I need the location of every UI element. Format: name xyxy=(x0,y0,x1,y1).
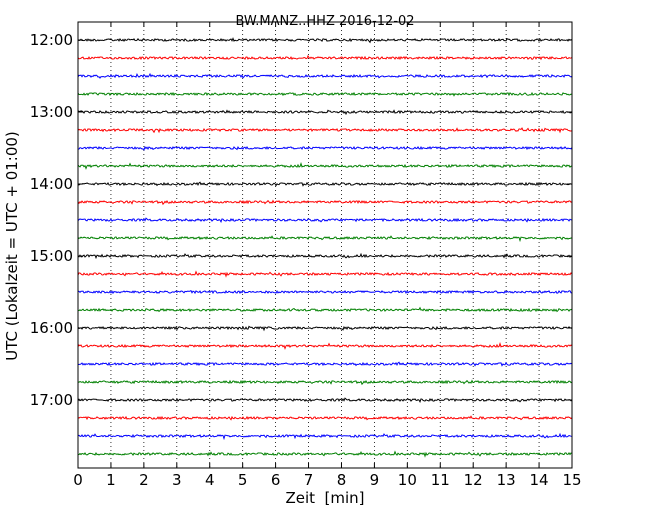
axis-ticks xyxy=(77,22,573,468)
x-tick-label: 5 xyxy=(238,471,248,489)
y-tick-label: 15:00 xyxy=(30,247,73,265)
x-tick-label: 7 xyxy=(304,471,314,489)
x-axis-title: Zeit [min] xyxy=(285,489,364,507)
trace-1200 xyxy=(77,37,573,44)
trace-1330 xyxy=(77,145,573,151)
trace-1700 xyxy=(77,397,573,403)
trace-1630 xyxy=(77,361,573,367)
trace-1615 xyxy=(77,342,573,350)
trace-1345 xyxy=(77,162,573,170)
x-tick-label: 15 xyxy=(562,471,581,489)
trace-1315 xyxy=(77,127,573,134)
x-tick-label: 11 xyxy=(431,471,450,489)
trace-1245 xyxy=(77,91,573,97)
y-tick-labels: 12:00 13:00 14:00 15:00 16:00 17:00 xyxy=(30,31,73,409)
x-tick-label: 0 xyxy=(73,471,83,489)
x-tick-label: 2 xyxy=(139,471,149,489)
trace-1430 xyxy=(77,217,573,223)
trace-1530 xyxy=(77,289,573,295)
y-tick-label: 14:00 xyxy=(30,175,73,193)
trace-1645 xyxy=(77,379,573,386)
trace-1545 xyxy=(77,306,573,313)
x-tick-label: 12 xyxy=(464,471,483,489)
x-tick-label: 9 xyxy=(370,471,380,489)
plot-frame xyxy=(77,21,573,469)
x-tick-label: 3 xyxy=(172,471,182,489)
x-tick-label: 4 xyxy=(205,471,215,489)
trace-1300 xyxy=(77,109,573,116)
x-tick-label: 13 xyxy=(497,471,516,489)
trace-1600 xyxy=(77,325,573,332)
seismic-traces xyxy=(77,37,573,458)
trace-1515 xyxy=(77,270,573,278)
trace-1415 xyxy=(77,199,573,206)
trace-1730 xyxy=(77,432,573,441)
trace-1400 xyxy=(77,181,573,187)
trace-1500 xyxy=(77,252,573,260)
y-tick-label: 13:00 xyxy=(30,103,73,121)
y-tick-label: 17:00 xyxy=(30,391,73,409)
y-axis-title: UTC (Lokalzeit = UTC + 01:00) xyxy=(3,131,21,361)
x-tick-label: 14 xyxy=(530,471,549,489)
x-tick-labels: 0 1 2 3 4 5 6 7 8 9 10 11 12 13 14 15 xyxy=(73,471,581,489)
x-tick-label: 10 xyxy=(398,471,417,489)
trace-1215 xyxy=(77,54,573,61)
x-tick-label: 8 xyxy=(337,471,347,489)
y-tick-label: 16:00 xyxy=(30,319,73,337)
trace-1230 xyxy=(77,72,573,79)
trace-1445 xyxy=(77,235,573,243)
trace-1745 xyxy=(77,450,573,458)
trace-1715 xyxy=(77,415,573,421)
x-tick-label: 1 xyxy=(106,471,116,489)
x-tick-label: 6 xyxy=(271,471,281,489)
y-tick-label: 12:00 xyxy=(30,31,73,49)
